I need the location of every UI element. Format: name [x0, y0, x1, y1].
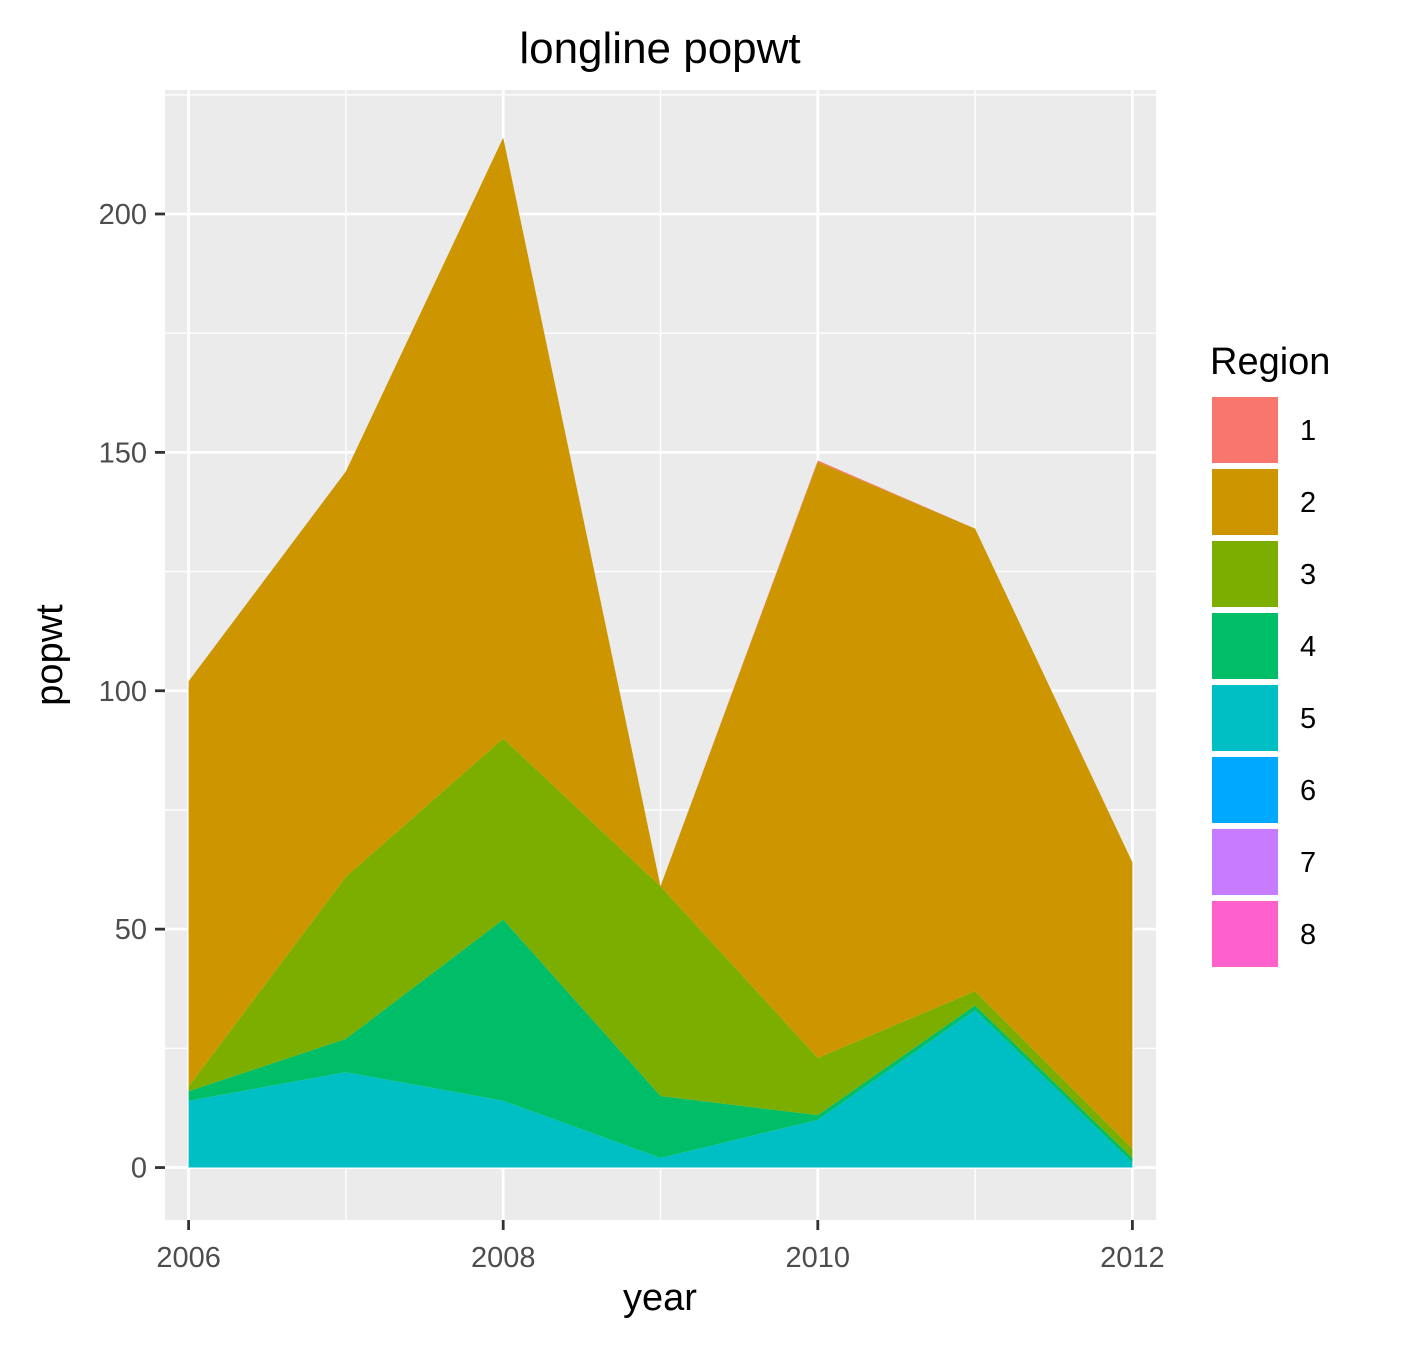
legend-swatch-1 [1212, 397, 1278, 463]
chart-title: longline popwt [519, 24, 800, 73]
legend-swatch-8 [1212, 901, 1278, 967]
legend-swatch-5 [1212, 685, 1278, 751]
x-tick-label: 2006 [156, 1242, 221, 1274]
legend: Region 1 2 3 4 5 6 7 8 [1210, 341, 1330, 967]
x-tick-label: 2010 [786, 1242, 851, 1274]
legend-label-6: 6 [1300, 775, 1316, 807]
x-axis-title: year [623, 1277, 697, 1319]
y-tick-label: 150 [99, 437, 147, 469]
legend-title: Region [1210, 341, 1330, 383]
y-tick-label: 50 [115, 914, 147, 946]
y-tick-label: 200 [99, 199, 147, 231]
area-region-3 [188, 738, 1133, 1159]
legend-label-5: 5 [1300, 703, 1316, 735]
area-series [188, 137, 1133, 1168]
x-tick-label: 2008 [471, 1242, 536, 1274]
legend-label-8: 8 [1300, 919, 1316, 951]
legend-swatch-2 [1212, 469, 1278, 535]
legend-label-1: 1 [1300, 415, 1316, 447]
axes: 0 50 100 150 200 2006 2008 2010 2012 [99, 199, 1165, 1274]
legend-swatch-4 [1212, 613, 1278, 679]
legend-label-4: 4 [1300, 631, 1316, 663]
legend-swatch-6 [1212, 757, 1278, 823]
area-region-2 [188, 137, 1133, 1149]
y-tick-label: 100 [99, 676, 147, 708]
legend-swatch-3 [1212, 541, 1278, 607]
y-axis-title: popwt [29, 604, 71, 706]
legend-label-2: 2 [1300, 487, 1316, 519]
area-region-5 [188, 1010, 1133, 1168]
legend-swatch-7 [1212, 829, 1278, 895]
y-tick-label: 0 [131, 1153, 147, 1185]
legend-label-7: 7 [1300, 847, 1316, 879]
legend-label-3: 3 [1300, 559, 1316, 591]
area-region-4 [188, 919, 1133, 1163]
x-tick-label: 2012 [1100, 1242, 1165, 1274]
